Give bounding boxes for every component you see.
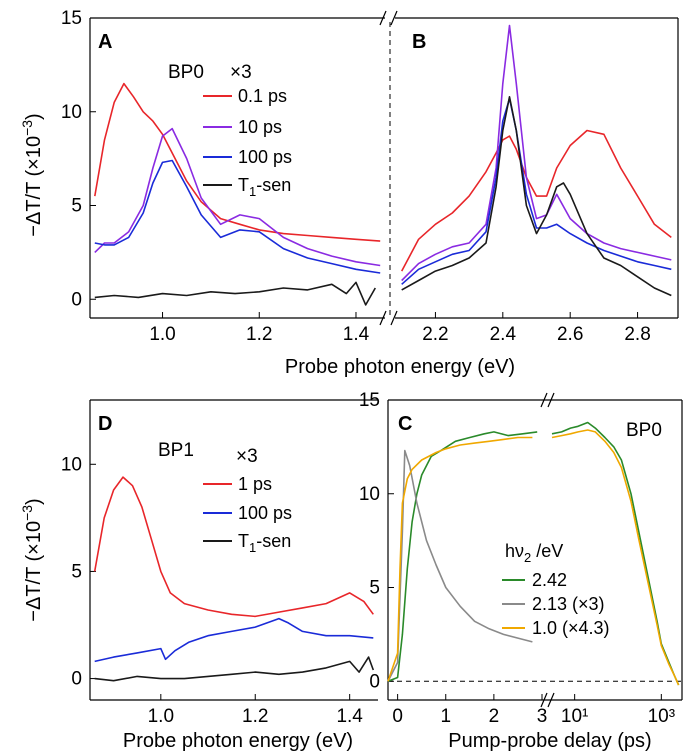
y-tick-label: 15 xyxy=(359,390,380,411)
panel-a-frame xyxy=(89,17,385,319)
x-tick-label: 2 xyxy=(489,706,500,727)
panel-c-legend: 2.42 2.13 (×3) 1.0 (×4.3) xyxy=(502,570,610,638)
series-line xyxy=(551,421,680,686)
axis-break-mark xyxy=(547,392,555,408)
x-tick-label: 2.8 xyxy=(624,324,650,345)
x-tick-label: 2.4 xyxy=(490,324,517,345)
y-tick-label: 5 xyxy=(71,561,82,582)
x-tick-label: 10¹ xyxy=(561,706,588,727)
axis-break-mark xyxy=(540,392,548,408)
panel-d-scale-label: ×3 xyxy=(236,446,258,467)
y-tick-label: 0 xyxy=(71,289,82,310)
bottom-right-x-axis-label: Pump-probe delay (ps) xyxy=(448,730,651,752)
legend-entry: 0.1 ps xyxy=(238,86,287,106)
y-tick-label: 15 xyxy=(61,8,82,29)
panel-c-sample-label: BP0 xyxy=(626,420,662,441)
series-line xyxy=(401,97,672,285)
series-line xyxy=(387,449,533,682)
series-line xyxy=(94,617,374,663)
series-line xyxy=(94,82,381,242)
x-tick-label: 1.2 xyxy=(246,324,272,345)
x-tick-label: 1.4 xyxy=(343,324,370,345)
x-tick-label: 10³ xyxy=(648,706,675,727)
series-line xyxy=(400,129,672,272)
panel-d-frame xyxy=(89,399,378,701)
series-line xyxy=(94,127,381,267)
bottom-left-y-axis-label: −ΔT/T (×10−3) xyxy=(19,498,45,621)
y-tick-label: 0 xyxy=(71,669,82,690)
bottom-left-x-axis-label: Probe photon energy (eV) xyxy=(123,730,353,752)
panel-b-frame xyxy=(395,17,679,319)
axis-break-mark xyxy=(390,10,398,26)
series-line xyxy=(387,436,533,682)
legend-entry: 1.0 (×4.3) xyxy=(532,618,610,638)
panel-d-sample-label: BP1 xyxy=(158,440,194,461)
panel-c-frame xyxy=(387,399,682,701)
y-tick-label: 10 xyxy=(359,484,380,505)
x-tick-label: 1.0 xyxy=(149,324,175,345)
series-line xyxy=(93,476,374,618)
x-tick-label: 1.2 xyxy=(242,706,268,727)
series-line xyxy=(401,24,672,282)
legend-entry: 2.42 xyxy=(532,570,567,590)
legend-entry: T1-sen xyxy=(238,175,291,199)
series-line xyxy=(94,159,381,274)
y-tick-label: 5 xyxy=(71,196,82,217)
series-line xyxy=(387,431,538,683)
panel-a-legend: 0.1 ps 10 ps 100 ps T1-sen xyxy=(203,86,292,199)
axis-break-mark xyxy=(390,310,398,326)
series-line xyxy=(551,429,680,686)
axis-break-mark xyxy=(379,310,387,326)
legend-entry: 1 ps xyxy=(238,474,272,494)
panel-label-c: C xyxy=(398,413,412,435)
x-tick-label: 1 xyxy=(440,706,451,727)
series-line xyxy=(94,281,376,306)
panel-a-sample-label: BP0 xyxy=(168,62,204,83)
legend-entry: T1-sen xyxy=(238,531,291,555)
panel-label-a: A xyxy=(98,31,112,53)
axis-break-mark xyxy=(540,692,548,708)
top-y-axis-label: −ΔT/T (×10−3) xyxy=(19,113,45,236)
axes-frames xyxy=(89,10,683,708)
legend-entry: 100 ps xyxy=(238,147,292,167)
axis-break-mark xyxy=(547,692,555,708)
x-tick-label: 3 xyxy=(537,706,548,727)
x-tick-label: 2.6 xyxy=(557,324,583,345)
x-tick-label: 1.4 xyxy=(336,706,363,727)
panel-a-scale-label: ×3 xyxy=(230,62,252,83)
panel-d-legend: 1 ps 100 ps T1-sen xyxy=(203,474,292,555)
x-tick-label: 2.2 xyxy=(422,324,448,345)
top-x-axis-label: Probe photon energy (eV) xyxy=(285,356,515,378)
axis-break-mark xyxy=(379,10,387,26)
panel-label-d: D xyxy=(98,413,112,435)
legend-entry: 100 ps xyxy=(238,503,292,523)
x-tick-label: 0 xyxy=(392,706,403,727)
x-tick-label: 1.0 xyxy=(148,706,174,727)
series-line xyxy=(401,96,672,297)
y-tick-label: 10 xyxy=(61,102,82,123)
y-tick-label: 5 xyxy=(369,578,380,599)
series-line xyxy=(94,656,375,682)
legend-entry: 10 ps xyxy=(238,117,282,137)
legend-entry: 2.13 (×3) xyxy=(532,594,605,614)
data-lines xyxy=(93,24,680,686)
y-tick-label: 0 xyxy=(369,671,380,692)
panel-c-legend-title: hν2 /eV xyxy=(505,541,563,565)
panel-label-b: B xyxy=(412,31,426,53)
y-tick-label: 10 xyxy=(61,454,82,475)
